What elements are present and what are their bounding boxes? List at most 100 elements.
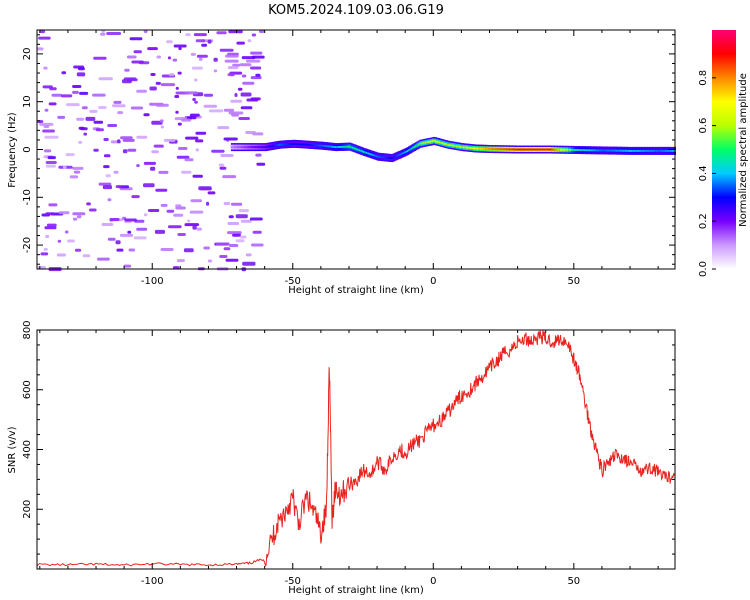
- noise-speckle: [155, 188, 168, 192]
- noise-speckle: [168, 73, 175, 77]
- ridge-core: [644, 149, 648, 152]
- noise-speckle: [130, 106, 144, 110]
- ridge-core: [378, 155, 381, 158]
- ridge-core: [457, 145, 460, 148]
- ridge-core: [455, 145, 459, 148]
- spectrogram-x-tick-label: 0: [430, 276, 436, 287]
- ridge-core: [340, 145, 343, 148]
- ridge-core: [593, 149, 598, 152]
- snr-y-tick-label: 600: [22, 380, 33, 399]
- ridge-core: [274, 144, 277, 147]
- noise-speckle: [201, 43, 208, 47]
- noise-speckle: [150, 73, 156, 76]
- ridge-core: [537, 148, 542, 151]
- noise-speckle: [143, 161, 156, 165]
- ridge-core: [319, 144, 322, 147]
- noise-speckle: [223, 247, 231, 251]
- ridge-core: [351, 146, 355, 149]
- ridge-core: [363, 150, 366, 153]
- noise-speckle: [249, 217, 263, 221]
- ridge-core: [434, 140, 438, 143]
- ridge-core: [313, 144, 317, 147]
- ridge-core: [671, 149, 675, 152]
- noise-speckle: [120, 136, 133, 140]
- snr-x-tick-label: -50: [285, 576, 301, 587]
- noise-speckle: [184, 158, 194, 162]
- colorbar-label: Normalized spectral amplitude: [738, 73, 749, 227]
- noise-speckle: [228, 30, 243, 34]
- noise-speckle: [160, 83, 176, 87]
- noise-speckle: [235, 239, 245, 243]
- ridge-core: [437, 141, 440, 143]
- spectrogram-x-tick-label: -100: [141, 276, 164, 287]
- ridge-core: [441, 142, 445, 145]
- noise-speckle: [113, 170, 119, 174]
- ridge-core: [669, 149, 673, 152]
- ridge-core: [323, 145, 327, 147]
- noise-speckle: [245, 253, 252, 257]
- ridge-core: [241, 146, 246, 149]
- noise-speckle: [192, 225, 197, 230]
- noise-speckle: [230, 99, 243, 103]
- noise-speckle: [183, 248, 194, 253]
- ridge-core: [661, 149, 665, 152]
- ridge-core: [266, 145, 269, 148]
- ridge-core: [402, 152, 405, 155]
- ridge-core: [353, 147, 356, 150]
- noise-speckle: [240, 219, 252, 223]
- ridge-core: [489, 148, 494, 150]
- noise-speckle: [231, 202, 243, 206]
- ridge-core: [503, 148, 508, 151]
- noise-speckle: [251, 55, 265, 59]
- noise-speckle: [203, 93, 213, 97]
- ridge-core: [341, 145, 345, 148]
- ridge-core: [523, 148, 527, 151]
- snr-series-line: [36, 330, 676, 567]
- ridge-core: [291, 142, 294, 145]
- ridge-core: [346, 145, 349, 148]
- noise-speckle: [175, 110, 179, 114]
- ridge-core: [329, 145, 332, 148]
- snr-y-tick-label: 400: [22, 440, 33, 459]
- noise-speckle: [166, 40, 173, 44]
- noise-speckle: [127, 230, 132, 234]
- spectrogram-ylabel: Frequency (Hz): [7, 112, 18, 188]
- spectrogram-y-tick-label: -20: [22, 237, 33, 253]
- noise-speckle: [252, 230, 262, 234]
- noise-speckle: [74, 248, 82, 252]
- noise-speckle: [143, 30, 148, 33]
- ridge-core: [663, 149, 666, 152]
- noise-speckle: [193, 33, 207, 37]
- noise-speckle: [167, 56, 172, 60]
- noise-speckle: [175, 86, 179, 90]
- ridge-core: [531, 148, 536, 151]
- ridge-core: [389, 157, 393, 159]
- noise-speckle: [189, 113, 200, 117]
- noise-speckle: [93, 120, 104, 124]
- noise-speckle: [119, 233, 134, 237]
- ridge-core: [285, 143, 289, 146]
- ridge-core: [514, 148, 519, 151]
- noise-speckle: [228, 215, 234, 219]
- ridge-core: [261, 146, 266, 149]
- noise-speckle: [103, 154, 111, 158]
- noise-speckle: [45, 164, 56, 168]
- ridge-core: [372, 154, 376, 157]
- ridge-core: [374, 154, 377, 157]
- noise-speckle: [47, 156, 56, 160]
- noise-speckle: [82, 254, 91, 258]
- ridge-core: [268, 145, 272, 148]
- noise-speckle: [242, 261, 256, 266]
- ridge-core: [646, 149, 651, 152]
- ridge-core: [350, 146, 353, 149]
- ridge-core: [517, 148, 522, 151]
- noise-speckle: [93, 56, 107, 60]
- noise-speckle: [43, 66, 48, 70]
- ridge-core: [528, 148, 533, 151]
- ridge-core: [579, 149, 584, 152]
- noise-speckle: [181, 118, 192, 122]
- noise-speckle: [123, 264, 132, 268]
- noise-speckle: [189, 210, 204, 214]
- ridge-core: [450, 144, 453, 147]
- ridge-core: [582, 149, 587, 152]
